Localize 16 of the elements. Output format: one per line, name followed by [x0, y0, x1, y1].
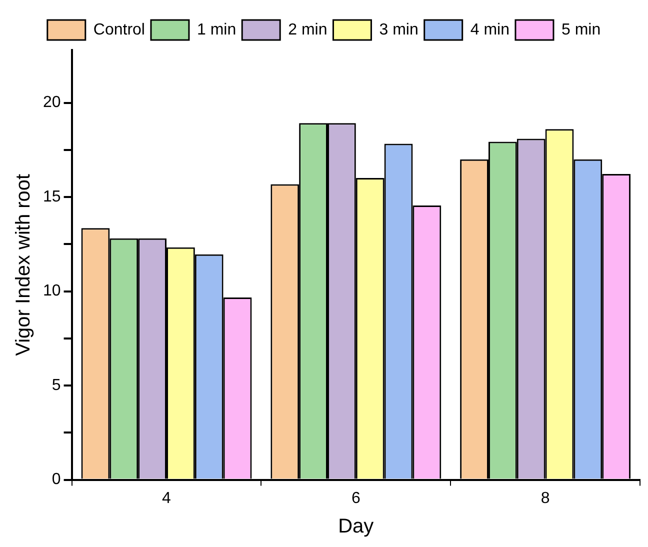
y-tick-label: 10 — [43, 282, 61, 300]
x-axis-title: Day — [338, 516, 374, 538]
y-tick-label: 5 — [52, 376, 61, 394]
legend-label: 3 min — [379, 21, 418, 38]
legend-label: 1 min — [196, 21, 236, 38]
legend-label: 5 min — [561, 21, 601, 38]
x-tick-label: 4 — [162, 490, 172, 507]
legend-label: Control — [93, 21, 145, 38]
x-tick-label: 6 — [351, 490, 360, 507]
x-tick-label: 8 — [540, 490, 550, 507]
y-tick-label: 20 — [43, 94, 61, 112]
y-tick-label: 0 — [52, 471, 61, 488]
legend-label: 4 min — [470, 21, 510, 38]
y-tick-label: 15 — [43, 188, 61, 206]
y-axis-title: Vigor Index with root — [12, 173, 35, 356]
legend-label: 2 min — [288, 21, 328, 38]
